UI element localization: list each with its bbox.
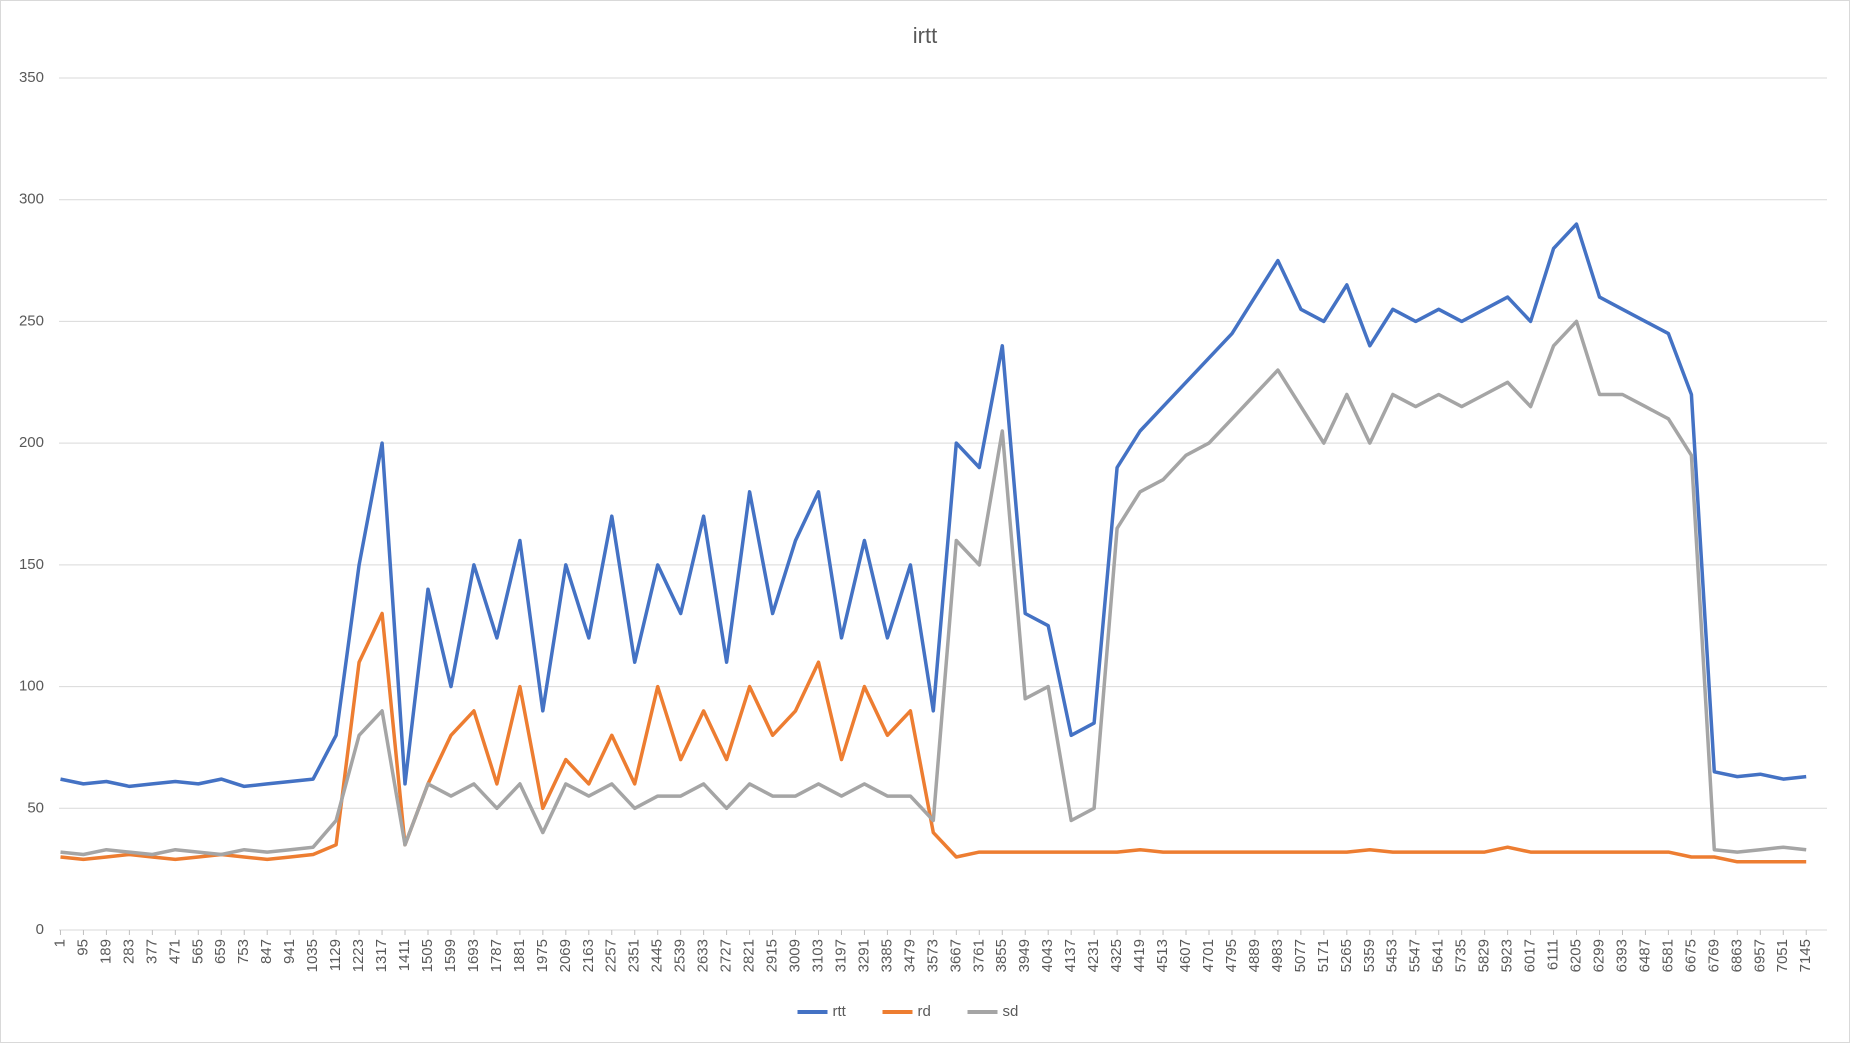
x-tick-label: 2633 [695, 939, 712, 972]
x-tick-label: 5923 [1499, 939, 1516, 972]
x-tick-label: 3385 [878, 939, 895, 972]
x-tick-label: 5265 [1338, 939, 1355, 972]
y-tick-label: 300 [19, 191, 44, 208]
x-tick-label: 6393 [1613, 939, 1630, 972]
x-tick-label: 5453 [1384, 939, 1401, 972]
x-tick-label: 5735 [1453, 939, 1470, 972]
y-tick-label: 0 [36, 921, 44, 938]
x-tick-label: 2069 [557, 939, 574, 972]
x-tick-label: 2445 [649, 939, 666, 972]
x-tick-label: 2351 [626, 939, 643, 972]
x-tick-label: 4137 [1062, 939, 1079, 972]
y-tick-label: 150 [19, 556, 44, 573]
y-tick-label: 250 [19, 312, 44, 329]
x-tick-label: 4513 [1154, 939, 1171, 972]
x-tick-label: 941 [281, 939, 298, 964]
legend-label: rd [918, 1003, 931, 1020]
x-tick-label: 3197 [832, 939, 849, 972]
x-tick-label: 847 [258, 939, 275, 964]
x-tick-label: 5829 [1476, 939, 1493, 972]
x-tick-label: 6581 [1659, 939, 1676, 972]
x-tick-label: 283 [120, 939, 137, 964]
x-tick-label: 189 [97, 939, 114, 964]
x-tick-label: 2821 [741, 939, 758, 972]
x-tick-label: 6487 [1636, 939, 1653, 972]
series-line [60, 611, 1807, 864]
x-tick-label: 1599 [442, 939, 459, 972]
x-tick-label: 3855 [993, 939, 1010, 972]
x-tick-label: 5171 [1315, 939, 1332, 972]
x-tick-label: 1035 [304, 939, 321, 972]
x-tick-label: 6111 [1545, 939, 1562, 970]
x-tick-label: 3009 [786, 939, 803, 972]
x-tick-label: 1881 [511, 939, 528, 972]
series-line [60, 222, 1807, 789]
legend-label: sd [1003, 1003, 1019, 1020]
x-tick-label: 7051 [1774, 939, 1791, 972]
x-tick-label: 6017 [1522, 939, 1539, 972]
x-tick-label: 3573 [924, 939, 941, 972]
chart-title: irtt [913, 23, 937, 48]
legend-label: rtt [833, 1003, 847, 1020]
x-tick-label: 4043 [1039, 939, 1056, 972]
x-tick-label: 3103 [809, 939, 826, 972]
x-tick-label: 95 [74, 939, 91, 956]
x-tick-label: 7145 [1797, 939, 1814, 972]
x-tick-label: 377 [143, 939, 160, 964]
x-tick-label: 4231 [1085, 939, 1102, 972]
x-tick-label: 6863 [1728, 939, 1745, 972]
x-tick-label: 4607 [1177, 939, 1194, 972]
x-tick-label: 2915 [764, 939, 781, 972]
x-tick-label: 1693 [465, 939, 482, 972]
x-tick-label: 1 [51, 939, 68, 947]
x-tick-label: 1505 [419, 939, 436, 972]
x-tick-label: 4325 [1108, 939, 1125, 972]
x-tick-label: 659 [212, 939, 229, 964]
x-tick-label: 1317 [373, 939, 390, 972]
x-tick-label: 6299 [1590, 939, 1607, 972]
x-tick-label: 6769 [1705, 939, 1722, 972]
x-tick-label: 5547 [1407, 939, 1424, 972]
x-tick-label: 4889 [1246, 939, 1263, 972]
x-tick-label: 1411 [396, 939, 413, 971]
x-tick-label: 471 [166, 939, 183, 964]
y-tick-label: 50 [27, 799, 44, 816]
x-tick-label: 4983 [1269, 939, 1286, 972]
x-tick-label: 2539 [672, 939, 689, 972]
x-tick-label: 3761 [970, 939, 987, 972]
x-tick-label: 6675 [1682, 939, 1699, 972]
x-tick-label: 2163 [580, 939, 597, 972]
x-tick-label: 753 [235, 939, 252, 964]
y-tick-label: 200 [19, 434, 44, 451]
x-tick-label: 5641 [1430, 939, 1447, 972]
y-tick-label: 350 [19, 69, 44, 86]
x-tick-label: 1975 [534, 939, 551, 972]
x-tick-label: 5359 [1361, 939, 1378, 972]
x-tick-label: 3479 [901, 939, 918, 972]
x-tick-label: 6957 [1751, 939, 1768, 972]
x-tick-label: 3667 [947, 939, 964, 972]
x-tick-label: 5077 [1292, 939, 1309, 972]
series-line [60, 319, 1807, 857]
x-tick-label: 1787 [488, 939, 505, 972]
y-tick-label: 100 [19, 678, 44, 695]
x-tick-label: 6205 [1567, 939, 1584, 972]
x-tick-label: 3291 [855, 939, 872, 972]
x-tick-label: 1129 [327, 939, 344, 971]
x-tick-label: 565 [189, 939, 206, 964]
x-tick-label: 4701 [1200, 939, 1217, 972]
x-tick-label: 4795 [1223, 939, 1240, 972]
x-tick-label: 1223 [350, 939, 367, 972]
x-tick-label: 2257 [603, 939, 620, 972]
x-tick-label: 2727 [718, 939, 735, 972]
x-tick-label: 3949 [1016, 939, 1033, 972]
x-tick-label: 4419 [1131, 939, 1148, 972]
